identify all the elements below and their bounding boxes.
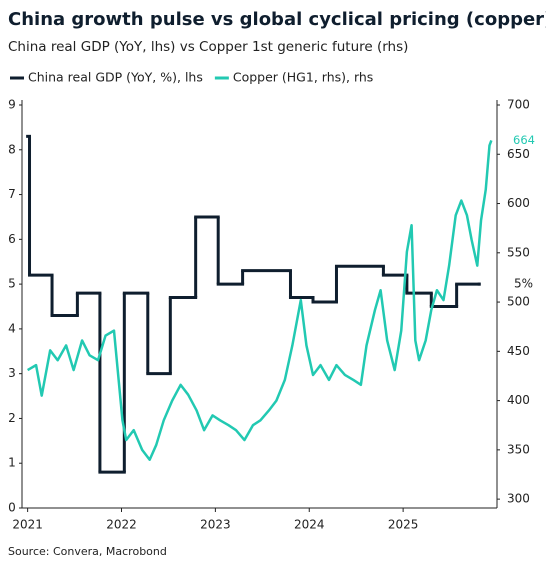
y2-tick-label: 600 (507, 196, 530, 210)
chart-subtitle: China real GDP (YoY, lhs) vs Copper 1st … (8, 39, 408, 55)
y2-tick-label: 700 (507, 98, 530, 112)
y-tick-label: 6 (8, 232, 16, 246)
y2-tick-label: 500 (507, 295, 530, 309)
legend-label: China real GDP (YoY, %), lhs (28, 70, 203, 85)
y2-tick-label: 300 (507, 492, 530, 506)
legend-label: Copper (HG1, rhs), rhs (233, 70, 373, 85)
y2-tick-label: 650 (507, 147, 530, 161)
value-label: 664 (513, 133, 535, 147)
x-tick-label: 2022 (106, 518, 137, 532)
y-tick-label: 7 (8, 187, 16, 201)
x-tick-label: 2024 (294, 518, 325, 532)
y-tick-label: 2 (8, 411, 16, 425)
y-tick-label: 1 (8, 456, 16, 470)
y-tick-label: 8 (8, 142, 16, 156)
y2-tick-label: 400 (507, 393, 530, 407)
value-label: 5% (514, 277, 533, 291)
y-tick-label: 9 (8, 98, 16, 112)
series-line (27, 140, 493, 461)
source-note: Source: Convera, Macrobond (8, 545, 167, 558)
chart-title: China growth pulse vs global cyclical pr… (8, 9, 546, 30)
y2-tick-label: 350 (507, 442, 530, 456)
y2-tick-label: 450 (507, 344, 530, 358)
y-tick-label: 5 (8, 277, 16, 291)
y-tick-label: 3 (8, 366, 16, 380)
y-tick-label: 4 (8, 321, 16, 335)
y-tick-label: 0 (8, 501, 16, 515)
x-tick-label: 2021 (12, 518, 43, 532)
x-tick-label: 2025 (388, 518, 419, 532)
x-tick-label: 2023 (200, 518, 231, 532)
y2-tick-label: 550 (507, 245, 530, 259)
